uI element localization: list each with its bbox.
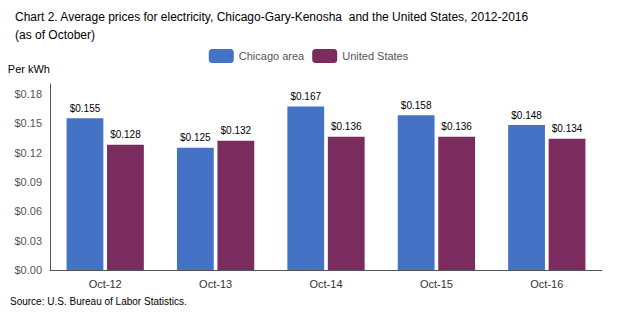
svg-text:Chart 2. Average prices for el: Chart 2. Average prices for electricity,… — [15, 10, 528, 24]
svg-text:$0.148: $0.148 — [511, 110, 542, 121]
svg-text:Chicago area: Chicago area — [239, 50, 305, 62]
svg-text:(as of October): (as of October) — [15, 28, 95, 42]
svg-text:$0.167: $0.167 — [290, 91, 321, 102]
svg-text:Source: U.S. Bureau of Labor S: Source: U.S. Bureau of Labor Statistics. — [10, 296, 187, 307]
svg-text:$0.00: $0.00 — [14, 264, 42, 276]
svg-text:$0.136: $0.136 — [441, 121, 472, 132]
svg-text:Per kWh: Per kWh — [8, 63, 50, 75]
svg-text:$0.06: $0.06 — [14, 205, 42, 217]
svg-text:$0.155: $0.155 — [70, 103, 101, 114]
svg-text:$0.18: $0.18 — [14, 88, 42, 100]
svg-text:$0.15: $0.15 — [14, 117, 42, 129]
svg-text:$0.12: $0.12 — [14, 147, 42, 159]
svg-text:Oct-15: Oct-15 — [420, 278, 453, 290]
svg-text:Oct-14: Oct-14 — [309, 278, 342, 290]
svg-text:$0.125: $0.125 — [180, 132, 211, 143]
svg-text:$0.128: $0.128 — [110, 129, 141, 140]
svg-text:Oct-13: Oct-13 — [199, 278, 232, 290]
svg-text:$0.132: $0.132 — [221, 125, 252, 136]
svg-text:$0.03: $0.03 — [14, 235, 42, 247]
svg-text:Oct-12: Oct-12 — [89, 278, 122, 290]
svg-text:$0.136: $0.136 — [331, 121, 362, 132]
svg-text:$0.134: $0.134 — [552, 123, 583, 134]
svg-text:Oct-16: Oct-16 — [530, 278, 563, 290]
svg-text:$0.09: $0.09 — [14, 176, 42, 188]
svg-text:United States: United States — [342, 50, 409, 62]
svg-text:$0.158: $0.158 — [401, 100, 432, 111]
